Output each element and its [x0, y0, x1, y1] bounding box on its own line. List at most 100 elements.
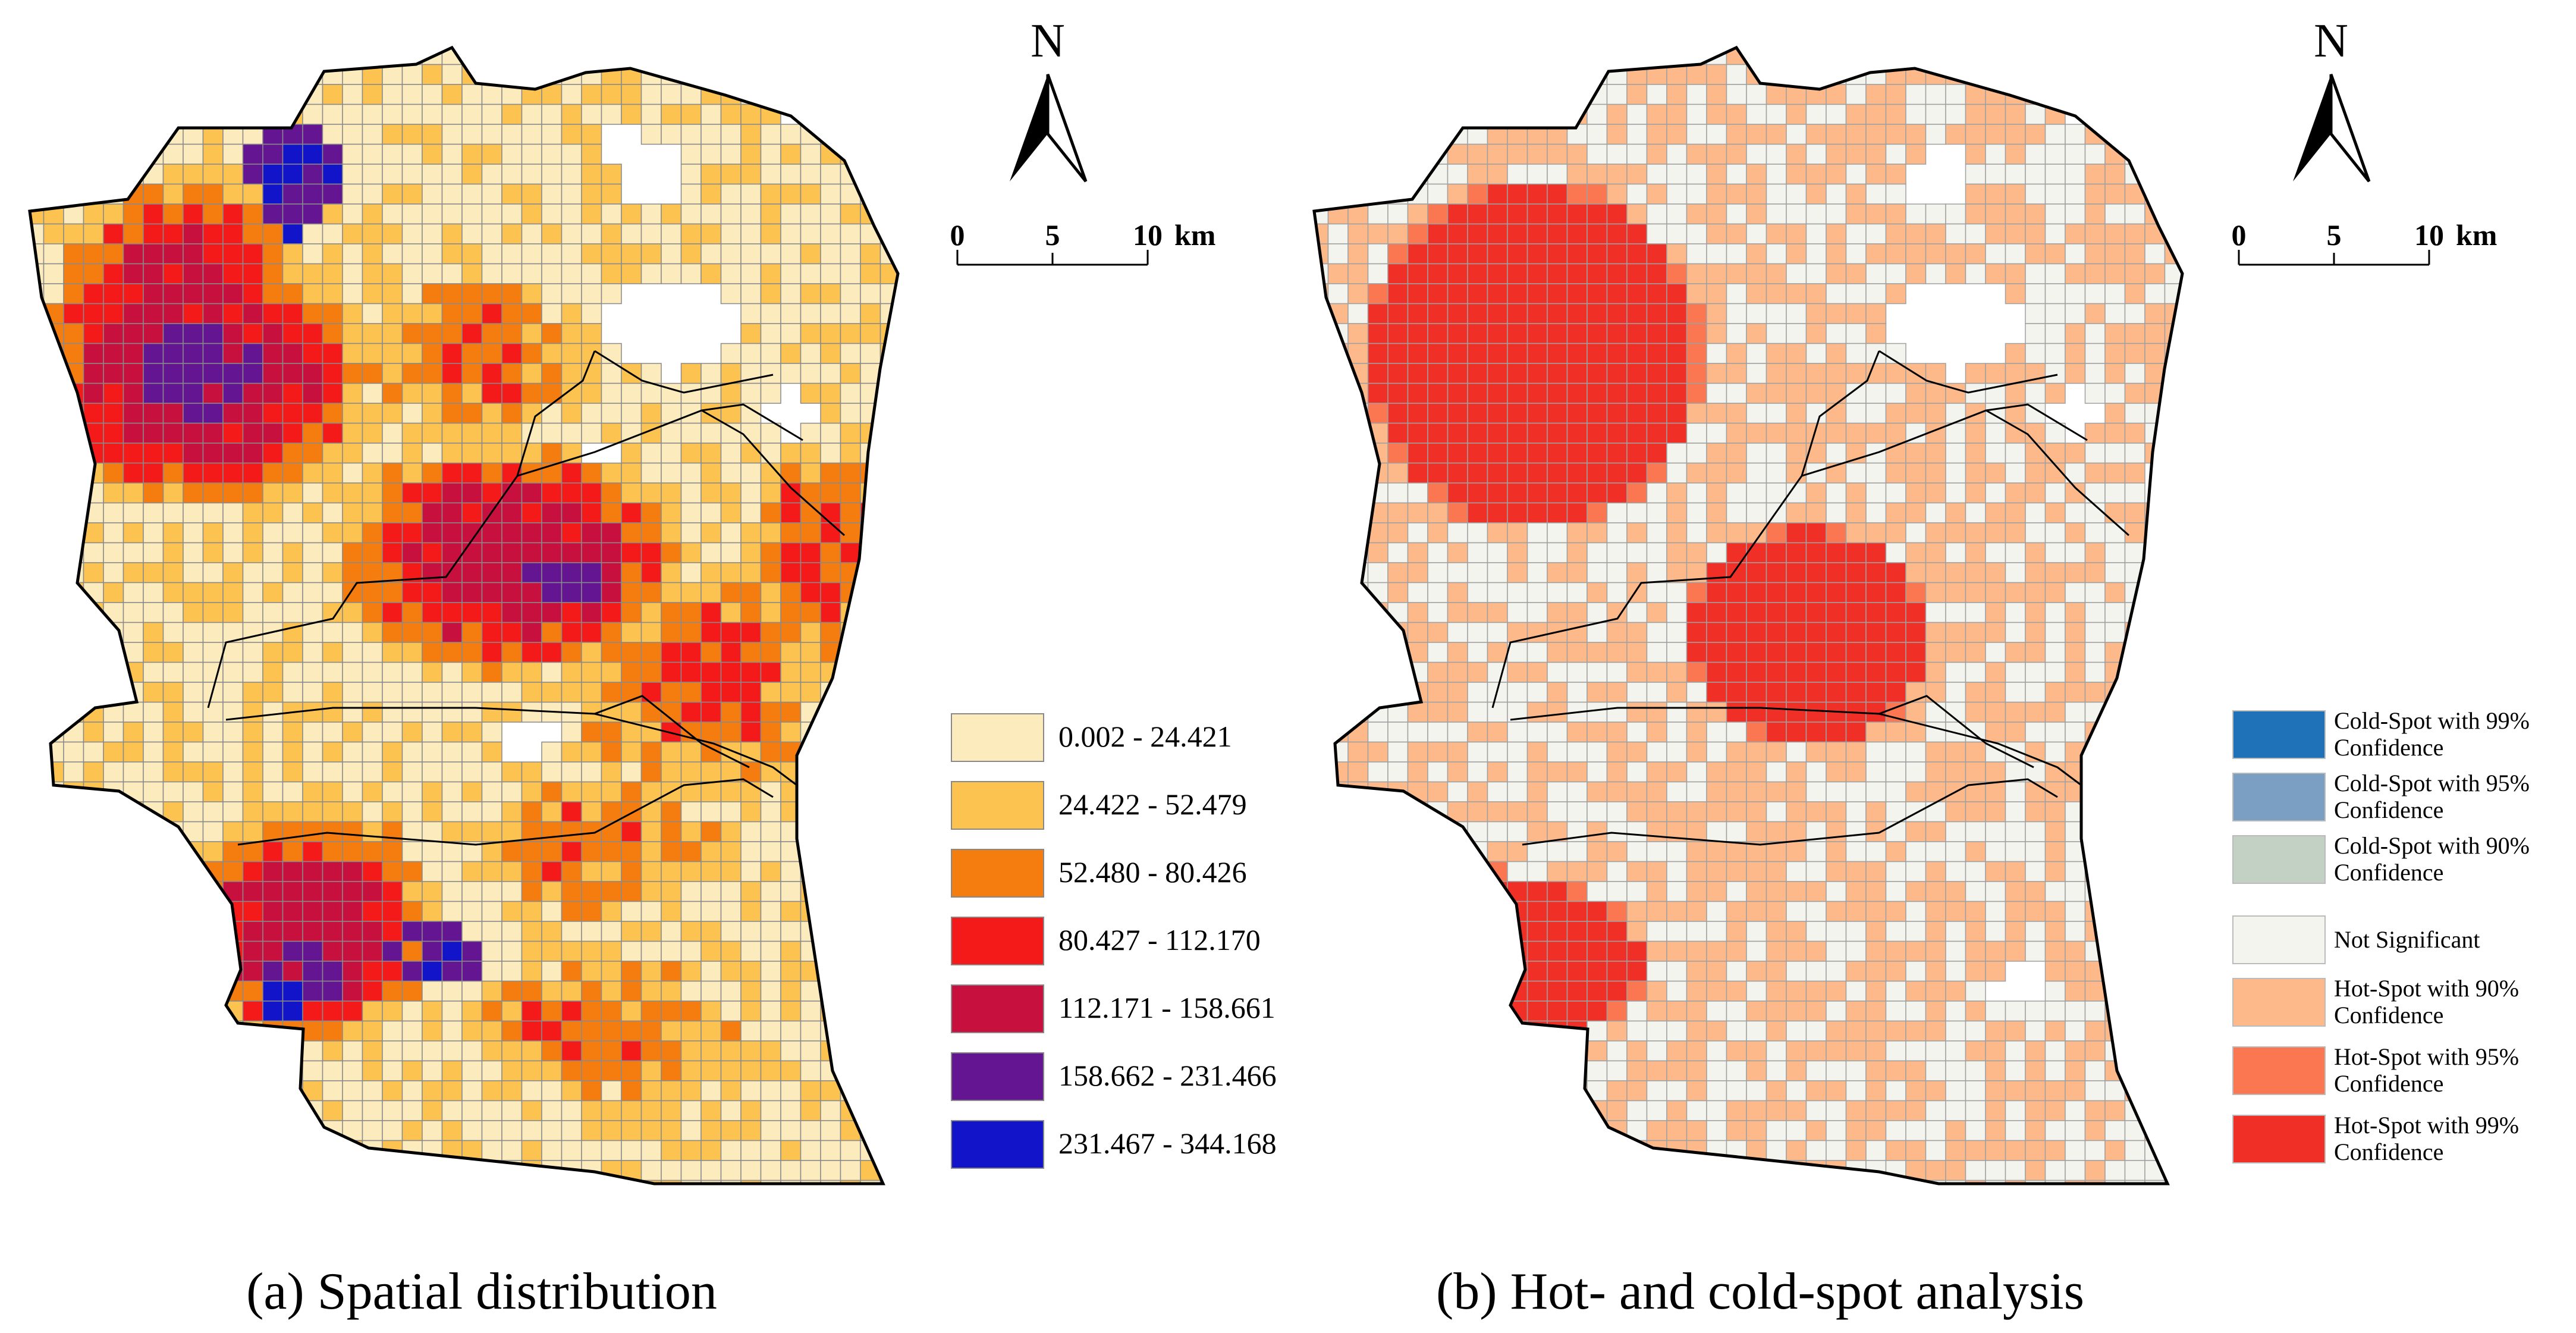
grid-cell — [1666, 642, 1688, 663]
grid-cell — [1566, 363, 1588, 384]
grid-cell — [700, 1060, 722, 1081]
grid-cell — [1905, 841, 1927, 862]
grid-cell — [461, 143, 483, 165]
grid-cell — [30, 622, 45, 643]
grid-cell — [1865, 841, 1887, 862]
grid-cell — [2084, 1020, 2106, 1042]
grid-cell — [342, 821, 363, 842]
grid-cell — [362, 462, 383, 484]
grid-cell — [183, 861, 204, 882]
grid-cell — [661, 542, 682, 563]
grid-cell — [1826, 482, 1847, 504]
grid-cell — [561, 961, 582, 982]
legend-swatch — [951, 849, 1044, 898]
grid-cell — [342, 443, 363, 464]
grid-cell — [1347, 961, 1369, 982]
grid-cell — [342, 1000, 363, 1022]
grid-cell — [1626, 781, 1648, 802]
grid-cell — [1467, 682, 1488, 703]
grid-cell — [640, 482, 662, 504]
grid-cell — [1845, 921, 1867, 942]
grid-cell — [1765, 1060, 1787, 1081]
grid-cell — [621, 1000, 642, 1022]
grid-cell — [1327, 363, 1349, 384]
grid-cell — [1507, 223, 1528, 244]
grid-cell — [1945, 522, 1966, 544]
grid-cell — [1746, 722, 1767, 743]
grid-cell — [481, 462, 502, 484]
grid-cell — [2164, 861, 2182, 882]
grid-cell — [2044, 921, 2066, 942]
grid-cell — [640, 921, 662, 942]
grid-cell — [382, 622, 403, 643]
grid-cell — [1367, 1120, 1388, 1141]
grid-cell — [879, 64, 898, 85]
grid-cell — [1726, 1020, 1747, 1042]
grid-cell — [1686, 522, 1707, 544]
grid-cell — [1765, 522, 1787, 544]
grid-cell — [1765, 761, 1787, 783]
grid-cell — [2164, 283, 2182, 305]
grid-cell — [1407, 542, 1428, 563]
grid-cell — [1566, 403, 1588, 424]
grid-cell — [2185, 762, 2205, 782]
grid-cell — [879, 363, 898, 384]
grid-cell — [879, 622, 898, 643]
grid-cell — [1925, 84, 1946, 105]
grid-cell — [1925, 881, 1946, 902]
grid-cell — [1765, 1000, 1787, 1022]
grid-cell — [1646, 422, 1667, 444]
grid-cell — [422, 164, 443, 185]
grid-cell — [1314, 861, 1329, 882]
grid-cell — [879, 422, 898, 444]
grid-cell — [441, 1000, 463, 1022]
grid-cell — [1666, 602, 1688, 623]
grid-cell — [860, 84, 881, 105]
grid-cell — [760, 921, 781, 942]
grid-cell — [1746, 801, 1767, 823]
grid-cell — [740, 821, 762, 842]
grid-cell — [1427, 1100, 1449, 1121]
grid-cell — [103, 363, 124, 384]
grid-cell — [1805, 223, 1827, 244]
grid-cell — [1587, 961, 1608, 982]
grid-cell — [83, 1080, 104, 1102]
grid-cell — [1786, 103, 1807, 125]
grid-cell — [481, 562, 502, 584]
grid-cell — [302, 164, 323, 185]
grid-cell — [2065, 661, 2086, 683]
grid-cell — [2185, 921, 2205, 942]
grid-cell — [581, 781, 602, 802]
grid-cell — [1905, 562, 1927, 584]
grid-cell — [1985, 701, 2006, 723]
grid-cell — [1626, 661, 1648, 683]
grid-cell — [581, 263, 602, 284]
grid-cell — [461, 1080, 483, 1102]
grid-cell — [900, 244, 921, 264]
grid-cell — [1686, 622, 1707, 643]
grid-cell — [740, 422, 762, 444]
grid-cell — [83, 363, 104, 384]
grid-cell — [760, 1000, 781, 1022]
grid-cell — [760, 1020, 781, 1042]
grid-cell — [1945, 861, 1966, 882]
grid-cell — [143, 701, 164, 723]
grid-cell — [1566, 164, 1588, 185]
grid-cell — [422, 1180, 443, 1184]
grid-cell — [63, 283, 84, 305]
grid-cell — [541, 343, 563, 364]
grid-cell — [700, 164, 722, 185]
grid-cell — [1327, 422, 1349, 444]
grid-cell — [1885, 881, 1906, 902]
grid-cell — [103, 1180, 124, 1184]
grid-cell — [780, 502, 802, 523]
grid-cell — [1765, 1100, 1787, 1121]
grid-cell — [162, 203, 184, 225]
grid-cell — [2185, 1101, 2205, 1121]
grid-cell — [840, 642, 861, 663]
grid-cell — [1965, 881, 1986, 902]
grid-cell — [43, 283, 64, 305]
grid-cell — [1487, 1020, 1508, 1042]
grid-cell — [879, 482, 898, 504]
grid-cell — [561, 821, 582, 842]
